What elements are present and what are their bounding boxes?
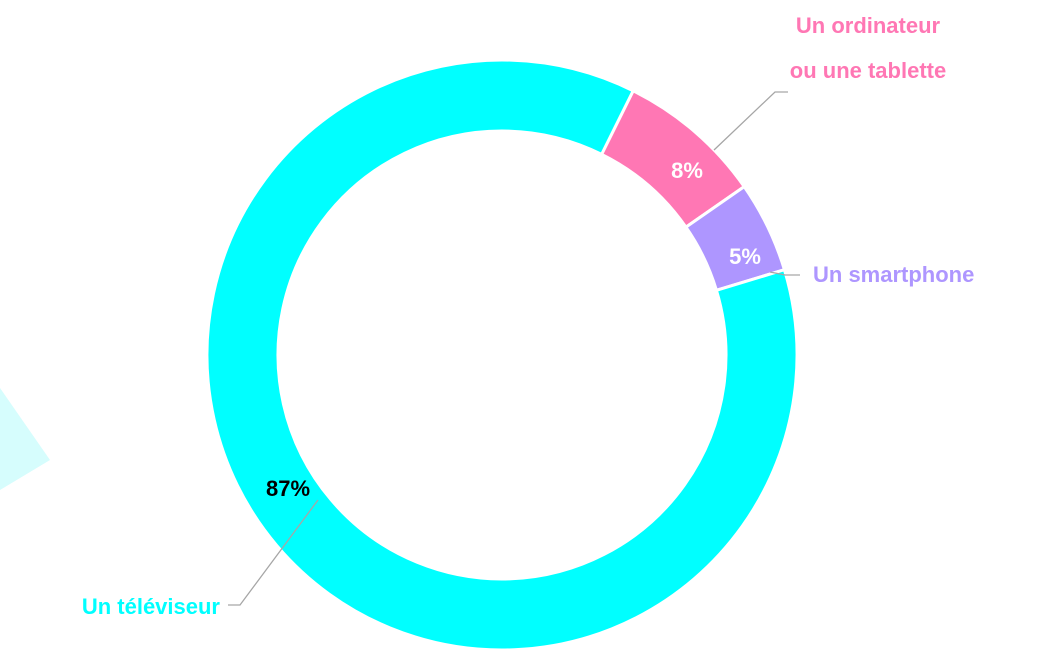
category-label: Un téléviseur [81, 594, 220, 619]
decoration [0, 388, 50, 490]
data-label: 87% [266, 476, 310, 501]
category-label: Un ordinateur ou une tablette [789, 13, 947, 83]
category-label: Un smartphone [813, 262, 975, 287]
leader-line [769, 271, 800, 276]
donut-slice [205, 58, 799, 649]
leader-line [713, 91, 788, 151]
data-label: 8% [671, 158, 703, 183]
data-label: 5% [729, 244, 761, 269]
leader-line [228, 499, 319, 606]
